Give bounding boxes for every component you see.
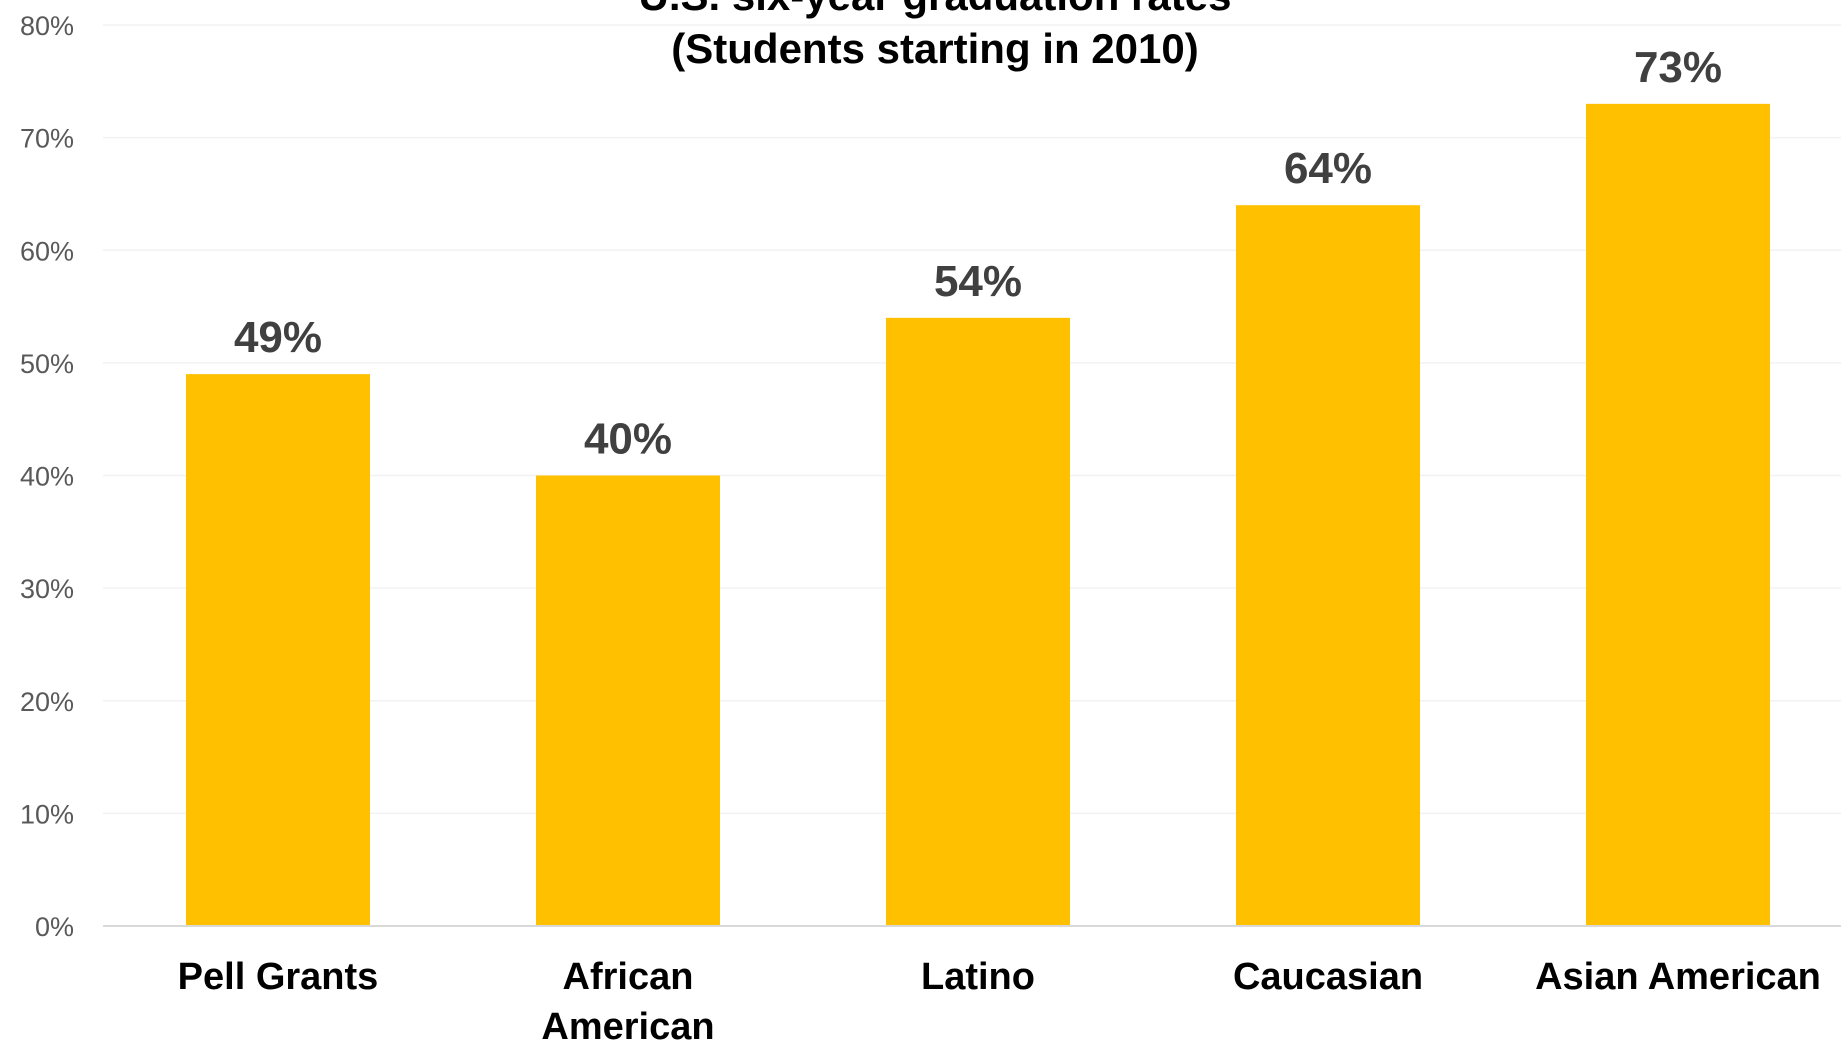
category-label-line: Asian American bbox=[1535, 956, 1821, 998]
category-label: Caucasian bbox=[1233, 956, 1423, 998]
chart-title-line: U.S. six-year graduation rates bbox=[639, 0, 1232, 19]
category-label-line: Pell Grants bbox=[178, 956, 379, 998]
category-label: African American bbox=[541, 956, 714, 1043]
y-axis: 0% 10% 20% 30% 40% 50% 60% 70% 80% bbox=[20, 11, 74, 942]
category-label-line: Caucasian bbox=[1233, 956, 1423, 998]
y-tick-label: 80% bbox=[20, 11, 74, 41]
chart-title-line: (Students starting in 2010) bbox=[671, 25, 1198, 72]
data-label: 49% bbox=[234, 313, 322, 362]
x-axis: Pell Grants African American Latino Caucasia… bbox=[178, 956, 1821, 1043]
bars bbox=[186, 103, 1770, 926]
y-tick-label: 60% bbox=[20, 236, 74, 266]
category-label: Pell Grants bbox=[178, 956, 379, 998]
y-tick-label: 50% bbox=[20, 349, 74, 379]
bar bbox=[1236, 205, 1420, 926]
y-tick-label: 40% bbox=[20, 462, 74, 492]
y-tick-label: 70% bbox=[20, 124, 74, 154]
category-label-line: Latino bbox=[921, 956, 1035, 998]
data-label: 64% bbox=[1284, 144, 1372, 193]
bar bbox=[536, 475, 720, 926]
data-labels: 49% 40% 54% 64% 73% bbox=[234, 43, 1722, 464]
y-tick-label: 20% bbox=[20, 687, 74, 717]
bar bbox=[186, 374, 370, 926]
data-label: 73% bbox=[1634, 43, 1722, 92]
data-label: 54% bbox=[934, 257, 1022, 306]
y-tick-label: 30% bbox=[20, 574, 74, 604]
bar bbox=[1586, 103, 1770, 926]
category-label: Latino bbox=[921, 956, 1035, 998]
bar bbox=[886, 317, 1070, 926]
chart-title: U.S. six-year graduation rates (Students … bbox=[639, 0, 1232, 72]
y-tick-label: 0% bbox=[35, 912, 74, 942]
y-tick-label: 10% bbox=[20, 799, 74, 829]
category-label-line: American bbox=[541, 1006, 714, 1043]
category-label: Asian American bbox=[1535, 956, 1821, 998]
data-label: 40% bbox=[584, 415, 672, 464]
category-label-line: African bbox=[563, 956, 694, 998]
